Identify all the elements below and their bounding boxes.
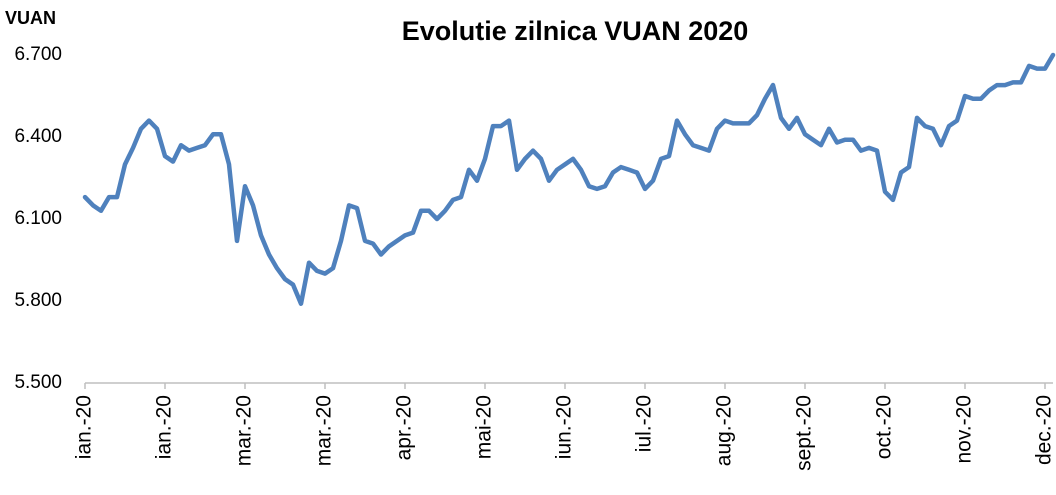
x-tick-label: mar.-20	[313, 395, 336, 466]
y-tick-label: 5.500	[14, 372, 62, 393]
line-series	[82, 52, 1056, 306]
x-tick-label: dec.-20	[1033, 395, 1056, 465]
y-axis-label: VUAN	[5, 8, 56, 28]
x-tick-label: oct.-20	[873, 395, 896, 459]
x-tick-label: sept.-20	[793, 395, 816, 471]
y-tick-label: 5.800	[14, 290, 62, 311]
x-tick-label: mar.-20	[233, 395, 256, 466]
y-tick-label: 6.700	[14, 44, 62, 65]
x-tick-label: apr.-20	[393, 395, 416, 460]
y-tick-label: 6.400	[14, 126, 62, 147]
x-tick-label: iun.-20	[553, 395, 576, 459]
chart-title: Evolutie zilnica VUAN 2020	[402, 16, 749, 46]
x-tick-label: nov.-20	[953, 395, 976, 464]
x-tick-label: iul.-20	[633, 395, 656, 452]
x-tick-label: ian.-20	[73, 395, 96, 459]
x-tick-label: aug.-20	[713, 395, 736, 466]
y-tick-label: 6.100	[14, 208, 62, 229]
x-tick-label: mai-20	[473, 395, 496, 459]
x-tick-label: ian.-20	[153, 395, 176, 459]
